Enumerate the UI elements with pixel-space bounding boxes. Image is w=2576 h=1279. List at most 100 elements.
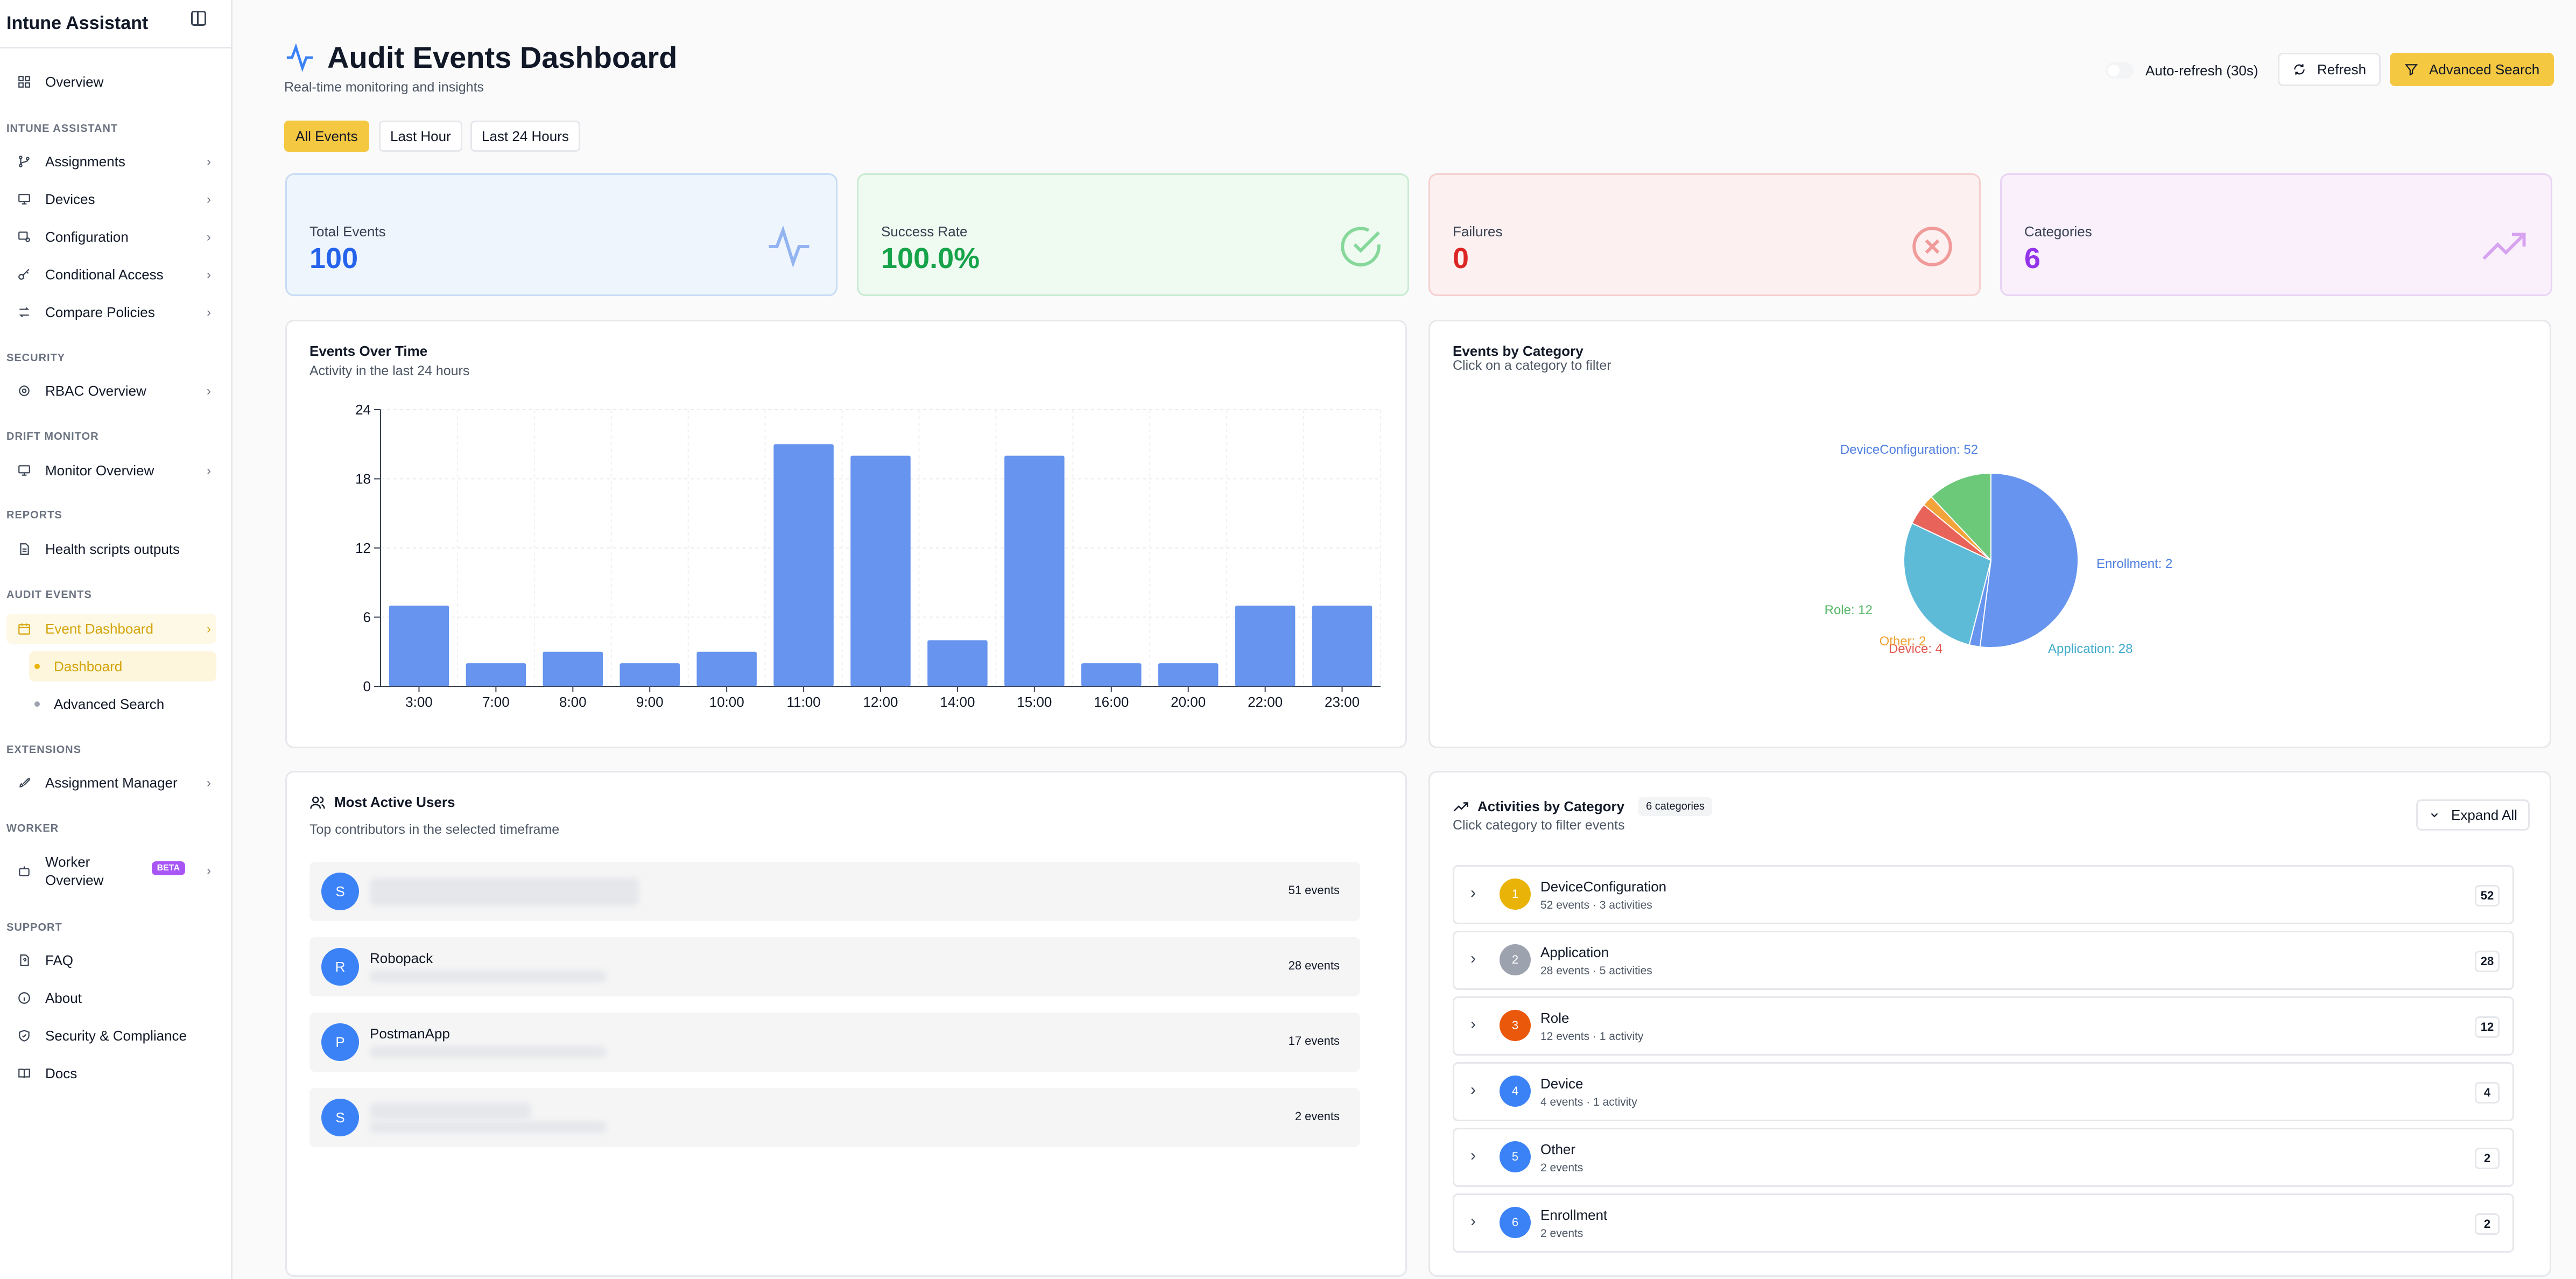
book-icon [17,1066,31,1080]
user-row[interactable]: S 2 events [309,1088,1360,1147]
advanced-search-button[interactable]: Advanced Search [2390,53,2554,86]
tab-last-hour[interactable]: Last Hour [379,121,462,152]
sidebar-item-label: Health scripts outputs [45,540,180,557]
redacted-email [370,971,607,982]
stat-value: 100.0% [881,242,980,275]
bar [1158,663,1219,686]
category-count: 4 [2475,1082,2500,1104]
sidebar-item-overview[interactable]: Overview [6,67,216,97]
rank-badge: 2 [1500,944,1531,975]
sidebar-item-worker-overview[interactable]: Worker Overview BETA › [6,854,216,888]
redacted-name [370,878,639,906]
section-security: SECURITY [6,352,66,364]
shield-icon [17,1029,31,1043]
expand-all-button[interactable]: Expand All [2416,799,2530,831]
chevron-right-icon: › [1470,950,1476,967]
user-row[interactable]: P PostmanApp 17 events [309,1013,1360,1072]
panel-title: Most Active Users [309,794,455,811]
stat-value: 100 [309,242,358,275]
avatar: P [321,1023,359,1061]
refresh-icon [2292,62,2306,76]
sidebar-item-event-dashboard[interactable]: Event Dashboard › [6,614,216,644]
x-tick-label: 14:00 [940,694,975,710]
sidebar-item-monitor[interactable]: Monitor Overview › [6,455,216,486]
most-active-users-panel: Most Active Users Top contributors in th… [285,771,1407,1277]
sidebar-item-label: Docs [45,1065,78,1081]
chevron-right-icon: › [207,268,211,282]
sidebar-subitem-dashboard[interactable]: Dashboard [29,651,216,681]
bar [1312,606,1373,686]
sidebar-item-label: Compare Policies [45,304,155,320]
refresh-label: Refresh [2317,61,2367,78]
stat-label: Success Rate [881,223,968,240]
sidebar-item-health[interactable]: Health scripts outputs [6,534,216,564]
sidebar-item-label: Assignments [45,153,125,170]
sidebar-subitem-advanced-search[interactable]: Advanced Search [29,689,216,719]
sidebar-item-docs[interactable]: Docs [6,1058,216,1088]
sidebar-item-rbac[interactable]: RBAC Overview › [6,376,216,406]
x-circle-icon [1912,227,1952,266]
user-row[interactable]: S 51 events [309,862,1360,921]
pie-label: Device: 4 [1889,642,1942,656]
tab-last-24-hours[interactable]: Last 24 Hours [470,121,580,152]
avatar: S [321,1099,359,1136]
calendar-icon [17,622,31,636]
chevron-down-icon [2429,809,2440,821]
category-row[interactable]: › 5 Other 2 events 2 [1453,1128,2514,1187]
panel-subtitle: Click category to filter events [1453,818,1625,833]
sidebar-item-label: Devices [45,191,95,207]
tab-all-events[interactable]: All Events [284,121,369,152]
activities-title: Activities by Category [1477,798,1625,814]
sidebar-item-assignment-manager[interactable]: Assignment Manager › [6,768,216,798]
events-by-category-panel: Events by Category Click on a category t… [1428,320,2551,748]
key-icon [17,268,31,282]
chevron-right-icon: › [207,776,211,790]
auto-refresh-toggle[interactable] [2106,62,2134,79]
panel-subtitle: Top contributors in the selected timefra… [309,822,560,837]
panel-title: Events Over Time [309,343,428,359]
category-row[interactable]: › 6 Enrollment 2 events 2 [1453,1193,2514,1253]
category-count: 28 [2475,951,2500,972]
sidebar-item-about[interactable]: About [6,983,216,1013]
x-tick-label: 22:00 [1248,694,1283,710]
pie-label: Role: 12 [1825,603,1873,617]
sidebar-item-compare-policies[interactable]: Compare Policies › [6,297,216,327]
bot-icon [17,864,31,878]
sidebar-item-configuration[interactable]: Configuration › [6,222,216,252]
category-meta: 12 events · 1 activity [1540,1030,1644,1043]
sidebar-item-devices[interactable]: Devices › [6,184,216,214]
chevron-right-icon: › [207,154,211,169]
bar [850,455,911,686]
x-tick-label: 3:00 [405,694,433,710]
category-meta: 52 events · 3 activities [1540,899,1652,911]
sidebar-item-label: About [45,989,82,1006]
category-row[interactable]: › 4 Device 4 events · 1 activity 4 [1453,1062,2514,1121]
page-title: Audit Events Dashboard [327,40,678,74]
user-row[interactable]: R Robopack 28 events [309,937,1360,996]
sidebar-item-conditional-access[interactable]: Conditional Access › [6,259,216,290]
sidebar-item-assignments[interactable]: Assignments › [6,146,216,177]
advanced-search-label: Advanced Search [2429,61,2540,78]
category-count: 2 [2475,1148,2500,1169]
bar [543,651,603,686]
x-tick-label: 12:00 [863,694,898,710]
category-row[interactable]: › 2 Application 28 events · 5 activities… [1453,931,2514,990]
category-row[interactable]: › 1 DeviceConfiguration 52 events · 3 ac… [1453,865,2514,924]
category-row[interactable]: › 3 Role 12 events · 1 activity 12 [1453,996,2514,1056]
stat-failures: Failures 0 [1428,173,1981,296]
section-worker: WORKER [6,823,59,834]
rank-badge: 5 [1500,1141,1531,1172]
sidebar-item-faq[interactable]: FAQ [6,945,216,975]
pie-slice [1930,472,1991,562]
refresh-button[interactable]: Refresh [2278,53,2381,86]
git-branch-icon [17,154,31,168]
x-tick-label: 16:00 [1094,694,1129,710]
chevron-right-icon: › [207,192,211,207]
redacted-email [370,1121,607,1133]
sidebar-item-label: RBAC Overview [45,382,146,399]
sidebar-item-label: Security & Compliance [45,1027,187,1044]
category-meta: 2 events [1540,1162,1583,1174]
sidebar-item-security-compliance[interactable]: Security & Compliance [6,1021,216,1051]
sidebar-toggle-icon[interactable] [191,11,206,26]
category-name: Enrollment [1540,1207,1608,1223]
